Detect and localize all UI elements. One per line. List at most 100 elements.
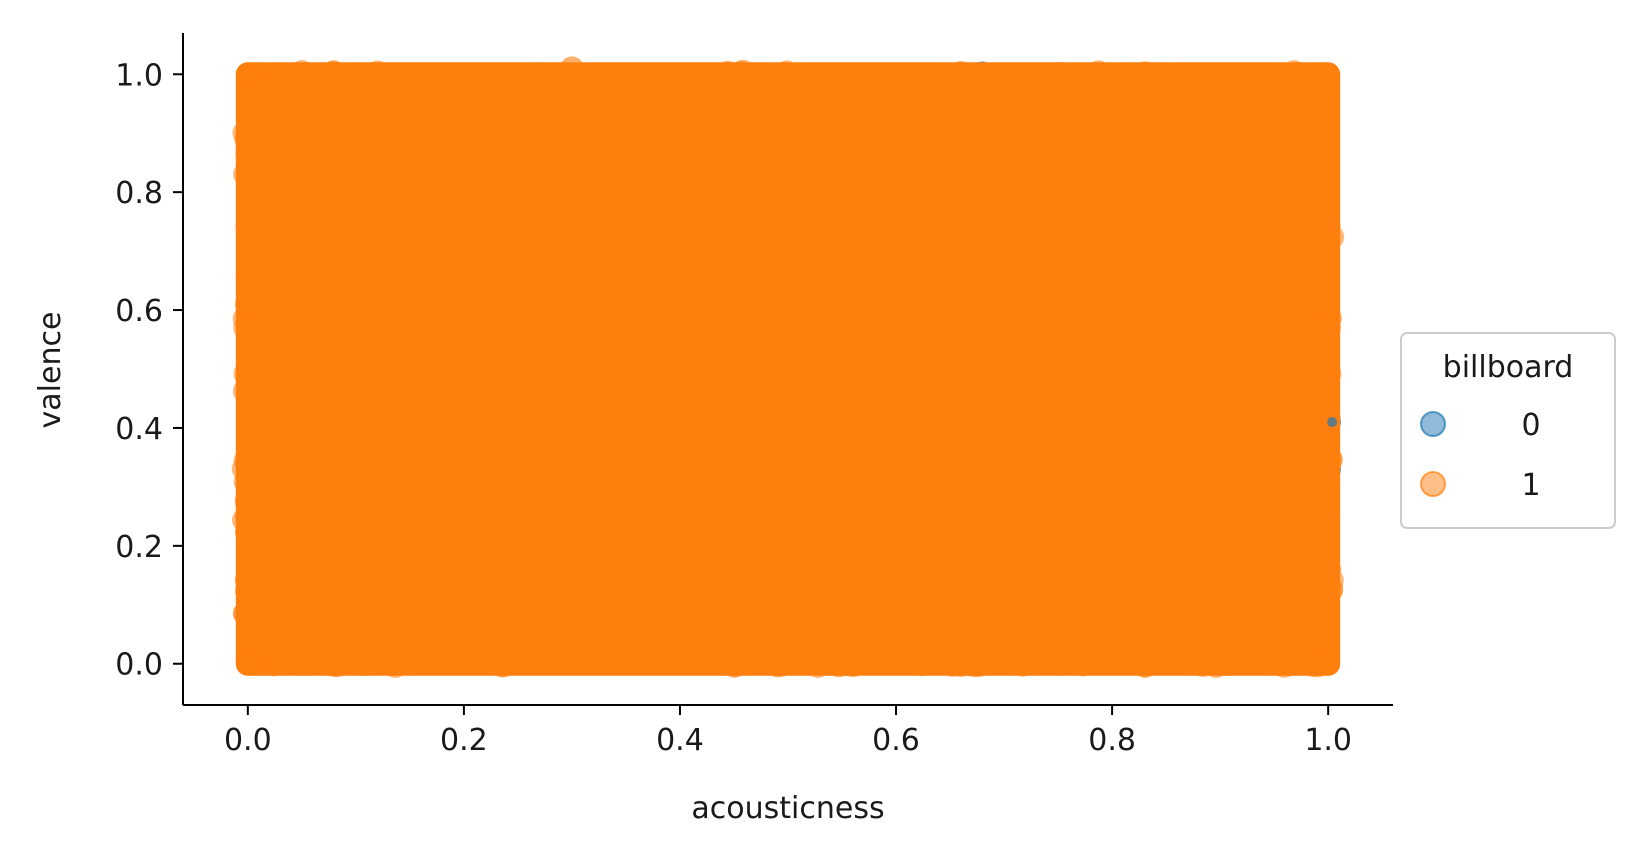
series-1-point bbox=[383, 654, 408, 679]
series-1-point bbox=[656, 68, 681, 93]
series-1-point bbox=[231, 508, 256, 533]
series-1-point bbox=[564, 651, 589, 676]
series-1-point bbox=[1319, 568, 1344, 593]
series-1-point bbox=[1312, 289, 1337, 314]
x-tick-label: 0.2 bbox=[440, 723, 488, 758]
series-1-point bbox=[365, 60, 390, 85]
series-1-point bbox=[774, 60, 799, 85]
y-tick-label: 0.4 bbox=[115, 412, 163, 447]
series-1-point bbox=[1316, 651, 1341, 676]
series-1-point bbox=[365, 650, 390, 675]
legend-marker-0 bbox=[1420, 411, 1446, 437]
series-1-point bbox=[835, 63, 860, 88]
y-ticks: 0.0 0.2 0.4 0.6 0.8 1.0 bbox=[115, 58, 183, 683]
series-1-point bbox=[949, 60, 974, 85]
series-1-point bbox=[559, 56, 584, 81]
series-0-point bbox=[1327, 417, 1338, 428]
series-1-point bbox=[1272, 65, 1297, 90]
series-1-point bbox=[774, 650, 799, 675]
series-1-point bbox=[1133, 61, 1158, 86]
series-1-point bbox=[1316, 378, 1341, 403]
series-1-point bbox=[1316, 316, 1341, 341]
legend-label-0: 0 bbox=[1521, 408, 1540, 443]
series-1-point bbox=[1214, 64, 1239, 89]
series-1-point bbox=[1315, 207, 1340, 232]
series-1-point bbox=[805, 67, 830, 92]
series-1-point bbox=[527, 62, 552, 87]
series-1-point bbox=[1086, 651, 1111, 676]
series-1-point bbox=[233, 162, 258, 187]
x-tick-label: 0.4 bbox=[656, 723, 704, 758]
series-1-point bbox=[234, 128, 259, 153]
series-1-point bbox=[325, 653, 350, 678]
y-tick-label: 0.8 bbox=[115, 176, 163, 211]
series-1-point bbox=[291, 66, 316, 91]
y-tick-label: 0.6 bbox=[115, 294, 163, 329]
legend: billboard 01 bbox=[1400, 332, 1616, 529]
y-axis-label: valence bbox=[33, 312, 68, 429]
x-tick-label: 0.0 bbox=[224, 723, 272, 758]
series-1-point bbox=[440, 651, 465, 676]
series-1-point bbox=[484, 650, 509, 675]
y-tick-label: 0.0 bbox=[115, 648, 163, 683]
series-1-point bbox=[1046, 61, 1071, 86]
series-1-point bbox=[967, 69, 992, 94]
series-1-point bbox=[624, 70, 649, 95]
series-1-point bbox=[805, 653, 830, 678]
legend-label-1: 1 bbox=[1521, 468, 1540, 503]
series-1-point bbox=[715, 60, 740, 85]
series-1-point bbox=[233, 361, 258, 386]
series-1-point bbox=[624, 649, 649, 674]
series-1-point bbox=[1046, 209, 1071, 234]
series-1-point bbox=[967, 653, 992, 678]
series-1-point bbox=[835, 652, 860, 677]
legend-entries: 01 bbox=[1420, 408, 1541, 503]
series-1-point bbox=[440, 66, 465, 91]
series-1-point bbox=[239, 207, 264, 232]
series-1-point bbox=[1314, 128, 1338, 153]
series-1-point bbox=[1313, 600, 1338, 625]
series-1-point bbox=[1046, 651, 1071, 676]
x-tick-label: 0.6 bbox=[872, 723, 920, 758]
series-1-point bbox=[505, 504, 530, 529]
series-1-point bbox=[233, 600, 258, 625]
series-1-point bbox=[1314, 185, 1339, 210]
legend-frame bbox=[1400, 332, 1616, 529]
plot-area: 0.0 0.2 0.4 0.6 0.8 1.0 0.0 0.2 0.4 0.6 0.8 1.0 bbox=[115, 33, 1393, 758]
series-1-point bbox=[887, 66, 912, 91]
series-1-point bbox=[1133, 653, 1158, 678]
series-1-point bbox=[1317, 361, 1342, 386]
series-1-point bbox=[776, 357, 800, 381]
series-1-point bbox=[484, 67, 509, 92]
series-1-point bbox=[1318, 447, 1343, 472]
series-1-point bbox=[233, 469, 258, 494]
series-1-point bbox=[715, 650, 740, 675]
y-tick-label: 1.0 bbox=[115, 58, 163, 93]
series-1-point bbox=[236, 84, 261, 109]
series-1-point bbox=[909, 652, 934, 677]
series-1-point bbox=[1314, 488, 1339, 513]
legend-title: billboard bbox=[1443, 350, 1574, 385]
series-1-point bbox=[1316, 405, 1341, 430]
series-1-point bbox=[234, 568, 259, 593]
series-layer bbox=[231, 56, 1345, 679]
series-1-point bbox=[949, 653, 974, 678]
x-ticks: 0.0 0.2 0.4 0.6 0.8 1.0 bbox=[224, 705, 1352, 758]
series-1-point bbox=[402, 62, 427, 87]
series-1-point bbox=[233, 316, 258, 341]
series-1-point bbox=[232, 378, 257, 403]
series-1-point bbox=[1164, 62, 1189, 87]
series-1-point bbox=[1314, 508, 1339, 533]
series-1-point bbox=[239, 447, 264, 472]
series-1-point bbox=[234, 488, 259, 513]
series-1-point bbox=[236, 289, 261, 314]
y-tick-label: 0.2 bbox=[115, 530, 163, 565]
x-axis-label: acousticness bbox=[691, 791, 884, 826]
series-1-point bbox=[684, 650, 709, 675]
legend-marker-1 bbox=[1420, 471, 1446, 497]
x-tick-label: 0.8 bbox=[1088, 723, 1136, 758]
series-1-point bbox=[1314, 162, 1339, 187]
series-1-point bbox=[909, 70, 934, 95]
series-1-point bbox=[1010, 652, 1035, 677]
